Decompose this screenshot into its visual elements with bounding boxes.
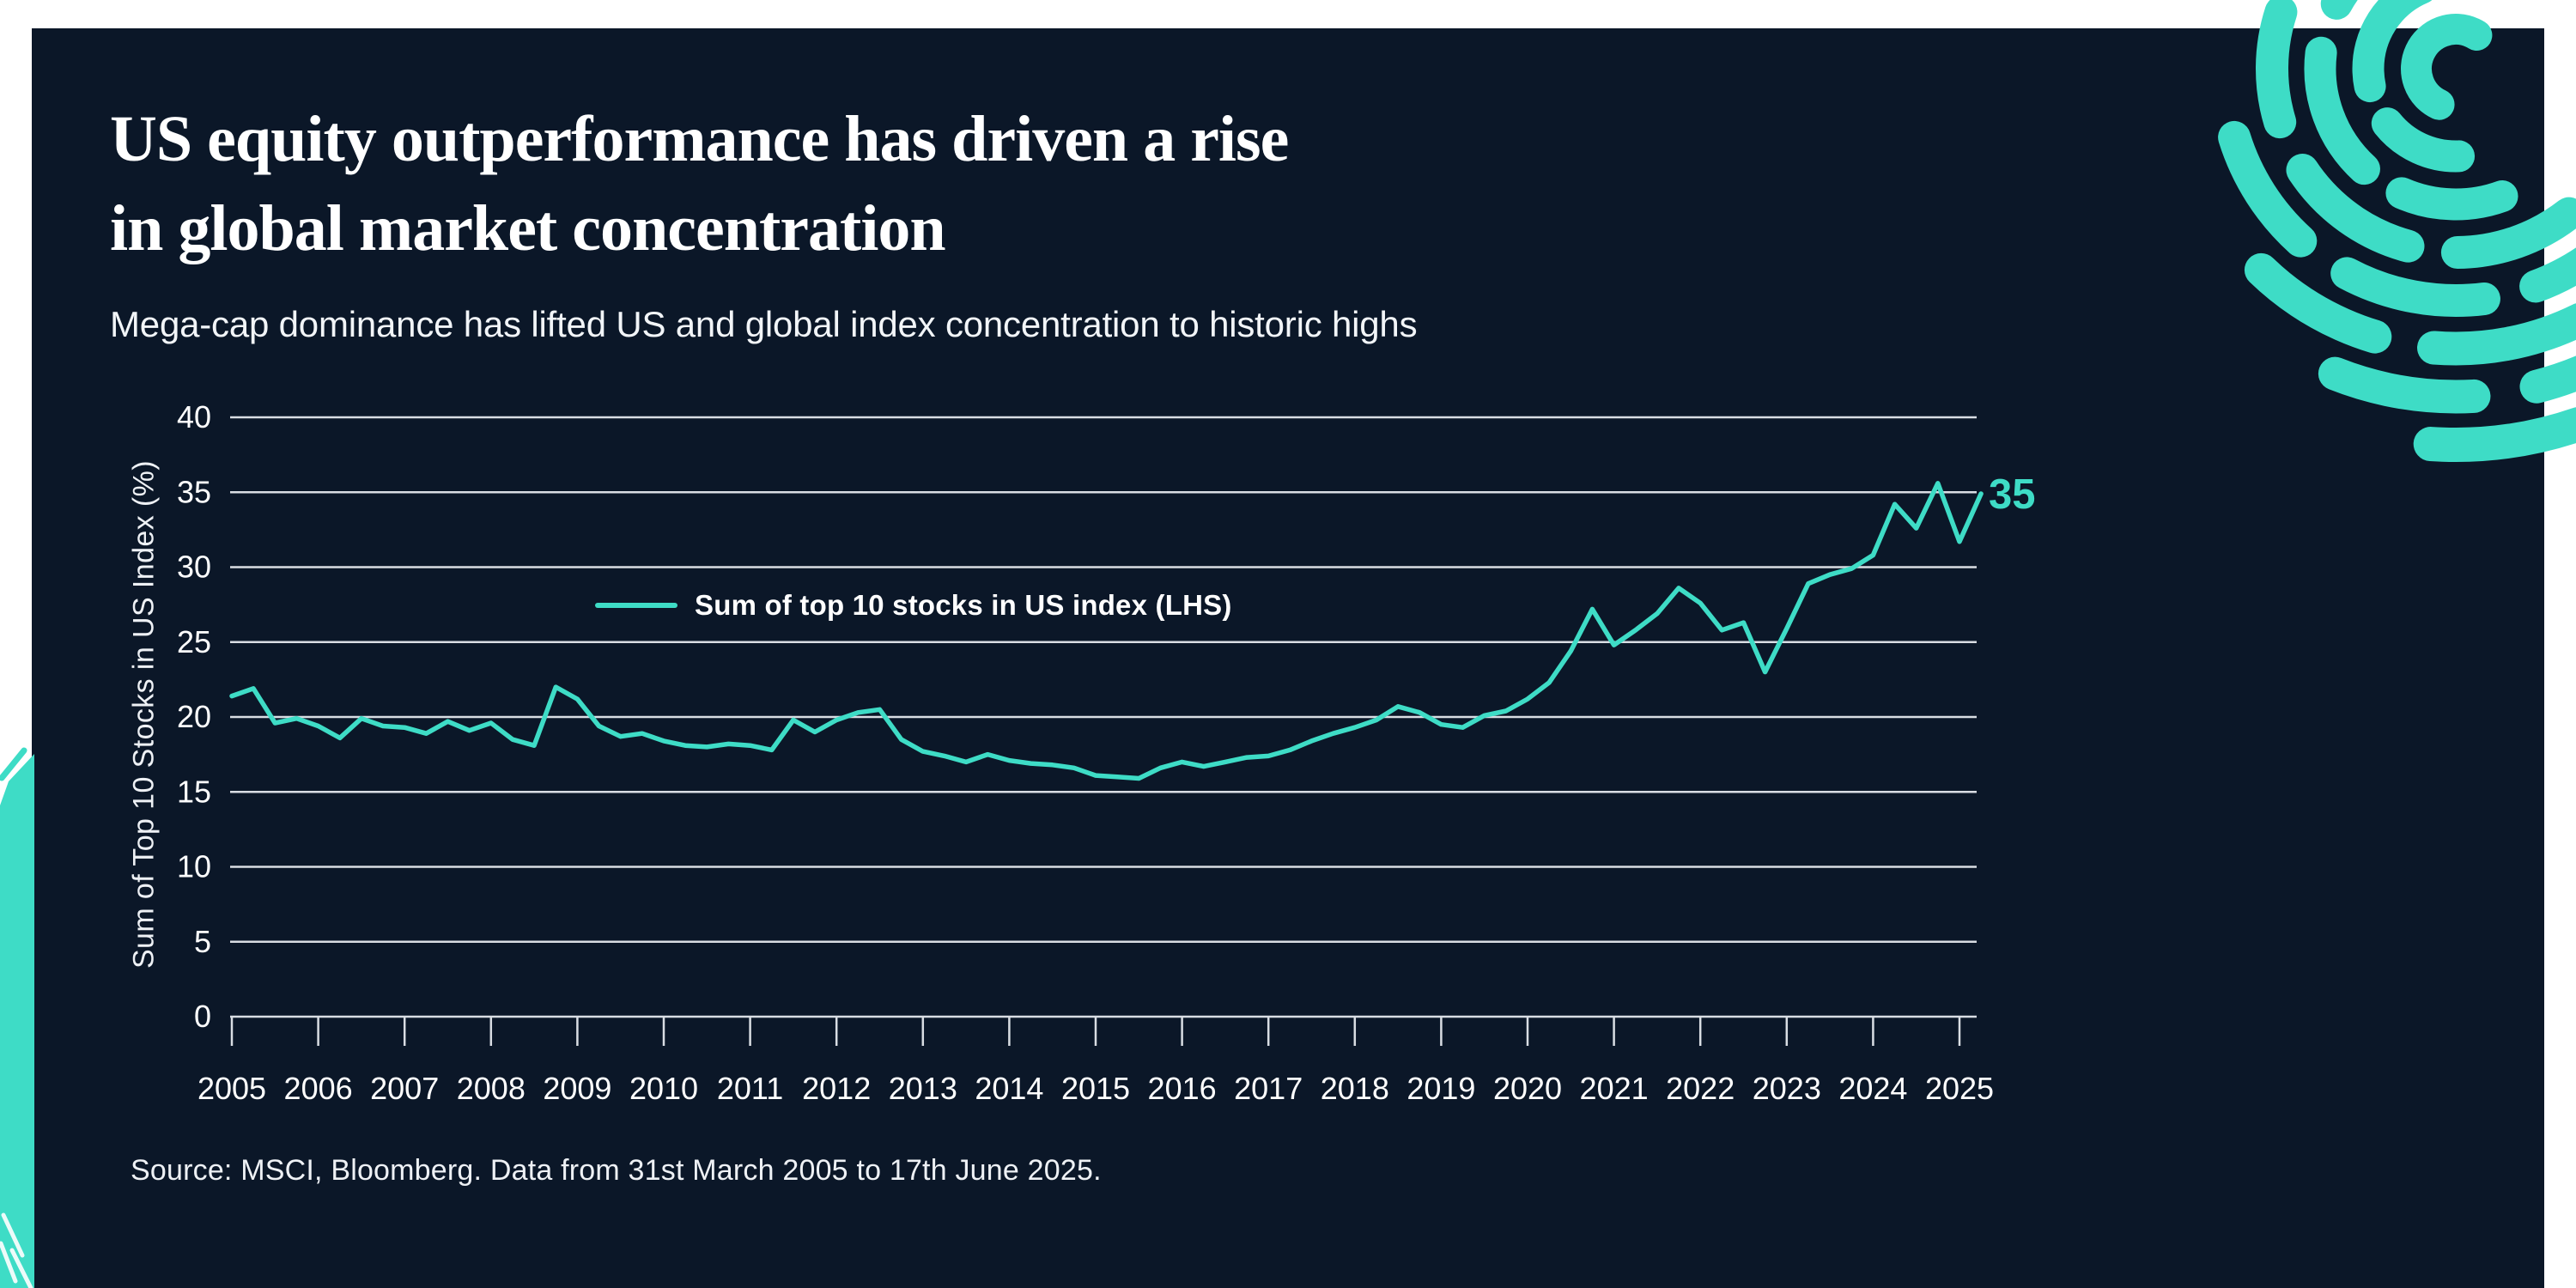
source-note: Source: MSCI, Bloomberg. Data from 31st … xyxy=(131,1154,1102,1187)
x-tick-label-2019: 2019 xyxy=(1406,1071,1475,1106)
x-tick-label-2012: 2012 xyxy=(802,1071,871,1106)
fingerprint-arc xyxy=(2159,0,2576,366)
fingerprint-brush-decoration xyxy=(2063,0,2576,462)
x-tick-label-2013: 2013 xyxy=(889,1071,957,1106)
page-subtitle: Mega-cap dominance has lifted US and glo… xyxy=(110,304,1418,344)
series-end-value-label: 35 xyxy=(1989,471,2036,518)
y-tick-label-35: 35 xyxy=(177,474,211,509)
x-tick-label-2023: 2023 xyxy=(1753,1071,1821,1106)
x-tick-label-2011: 2011 xyxy=(717,1071,783,1106)
x-tick-label-2021: 2021 xyxy=(1580,1071,1649,1106)
fingerprint-arc xyxy=(2111,0,2576,414)
legend-line-swatch xyxy=(595,603,677,608)
page-title: US equity outperformance has driven a ri… xyxy=(110,94,1289,273)
x-tick-label-2016: 2016 xyxy=(1148,1071,1217,1106)
y-tick-label-25: 25 xyxy=(177,624,211,659)
x-tick-label-2024: 2024 xyxy=(1838,1071,1907,1106)
y-tick-label-10: 10 xyxy=(177,849,211,884)
x-tick-label-2017: 2017 xyxy=(1234,1071,1303,1106)
brush-texture-streak xyxy=(9,1248,33,1288)
y-axis-title: Sum of Top 10 Stocks in US Index (%) xyxy=(127,459,161,969)
left-edge-brush-decoration xyxy=(0,747,34,1288)
x-tick-label-2015: 2015 xyxy=(1061,1071,1130,1106)
brush-stripe xyxy=(0,754,34,1288)
y-tick-label-40: 40 xyxy=(177,399,211,434)
x-tick-label-2006: 2006 xyxy=(284,1071,353,1106)
x-tick-label-2014: 2014 xyxy=(975,1071,1043,1106)
y-tick-label-30: 30 xyxy=(177,550,211,585)
x-tick-label-2018: 2018 xyxy=(1321,1071,1389,1106)
fingerprint-arc xyxy=(2352,0,2560,173)
y-tick-label-5: 5 xyxy=(194,924,211,959)
fingerprint-arc xyxy=(2063,0,2576,462)
x-tick-label-2022: 2022 xyxy=(1666,1071,1735,1106)
fingerprint-arc xyxy=(2208,0,2576,317)
fingerprint-arc xyxy=(2401,14,2511,124)
page-title-line1: US equity outperformance has driven a ri… xyxy=(110,103,1289,175)
y-tick-label-15: 15 xyxy=(177,774,211,809)
fingerprint-arc xyxy=(2304,0,2576,221)
x-tick-label-2025: 2025 xyxy=(1925,1071,1994,1106)
fingerprint-arc xyxy=(2256,0,2576,269)
x-tick-label-2008: 2008 xyxy=(457,1071,526,1106)
x-tick-label-2005: 2005 xyxy=(197,1071,266,1106)
legend-label: Sum of top 10 stocks in US index (LHS) xyxy=(695,589,1232,621)
page-title-line2: in global market concentration xyxy=(110,192,946,264)
fingerprint-arcs xyxy=(2063,0,2576,462)
x-tick-label-2010: 2010 xyxy=(629,1071,698,1106)
brush-texture-streak xyxy=(0,1241,18,1284)
y-tick-label-20: 20 xyxy=(177,699,211,734)
brush-texture-streak xyxy=(1,1212,25,1258)
brush-stripe-flick xyxy=(0,747,27,781)
card-background xyxy=(32,28,2544,1288)
x-tick-label-2007: 2007 xyxy=(370,1071,439,1106)
y-tick-label-0: 0 xyxy=(194,999,211,1034)
x-tick-label-2009: 2009 xyxy=(543,1071,611,1106)
x-tick-label-2020: 2020 xyxy=(1493,1071,1562,1106)
legend: Sum of top 10 stocks in US index (LHS) xyxy=(595,589,1232,622)
brush-stripe-texture xyxy=(0,1212,33,1288)
series-line xyxy=(229,481,1984,781)
